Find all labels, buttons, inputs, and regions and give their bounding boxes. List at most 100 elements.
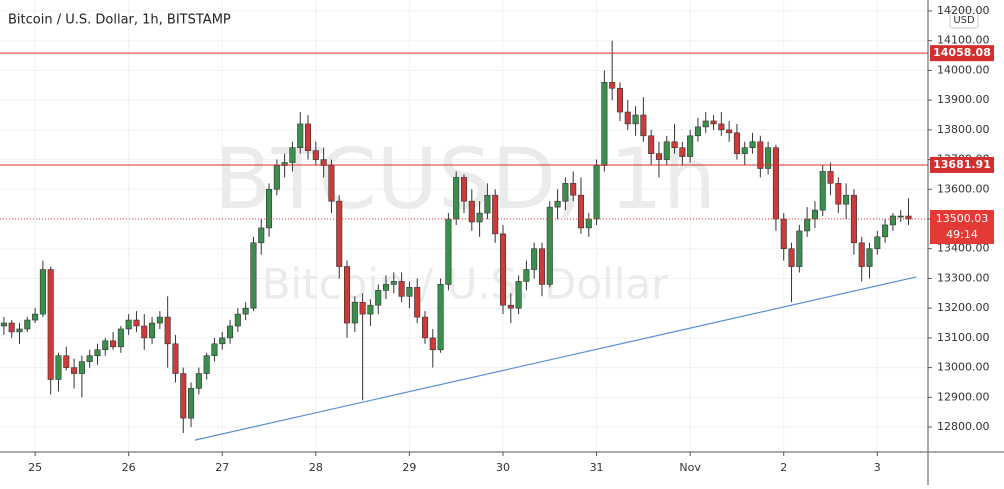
candle-body	[172, 343, 179, 374]
candle-body	[663, 141, 670, 160]
x-tick-label: Nov	[679, 461, 701, 474]
candle-body	[258, 227, 265, 244]
candle-body	[609, 82, 616, 89]
candle-body	[538, 248, 546, 285]
countdown: 49:14	[946, 228, 978, 241]
candle-body	[554, 200, 561, 208]
candle-body	[320, 159, 327, 166]
candle-body	[835, 183, 842, 205]
currency-box[interactable]	[949, 9, 979, 29]
y-tick-label: 13900.00	[937, 93, 990, 106]
y-tick-label: 13800.00	[937, 123, 990, 136]
candle-body	[398, 281, 405, 297]
y-tick-label: 12800.00	[937, 420, 990, 433]
candle-body	[219, 337, 226, 345]
candle-body	[273, 165, 280, 190]
candle-body	[305, 123, 312, 151]
candle-body	[796, 230, 803, 267]
candle-body	[375, 290, 382, 306]
candle-body	[421, 316, 429, 339]
candle-body	[86, 355, 93, 362]
candle-body	[429, 337, 436, 351]
candle-body	[811, 209, 818, 220]
candle-body	[858, 242, 865, 267]
candle-body	[671, 141, 678, 148]
candle-body	[437, 284, 444, 351]
candle-body	[328, 165, 335, 202]
y-tick-label: 13200.00	[937, 301, 990, 314]
candle-body	[616, 87, 623, 113]
candle-body	[289, 147, 296, 163]
candle-body	[336, 200, 343, 267]
candle-body	[71, 367, 78, 374]
candle-body	[492, 194, 499, 235]
candle-body	[531, 248, 538, 270]
y-tick-label: 13300.00	[937, 271, 990, 284]
candle-body	[655, 153, 662, 160]
candle-body	[0, 322, 7, 327]
candle-body	[188, 388, 195, 419]
candle-body	[460, 177, 468, 202]
y-tick-label: 14200.00	[937, 4, 990, 17]
candle-body	[515, 281, 522, 309]
candle-body	[297, 123, 304, 148]
x-tick-label: 2	[780, 461, 787, 474]
y-tick-label: 13400.00	[937, 242, 990, 255]
candle-body	[523, 269, 530, 282]
candle-body	[624, 111, 631, 125]
candle-body	[24, 319, 31, 330]
candle-body	[453, 177, 460, 220]
candle-body	[390, 281, 397, 285]
candle-body	[359, 301, 366, 315]
candle-body	[94, 349, 101, 357]
candle-body	[577, 194, 585, 229]
candle-body	[585, 218, 592, 229]
candle-body	[55, 355, 62, 380]
candle-body	[242, 307, 249, 315]
candle-body	[133, 319, 140, 327]
candle-body	[234, 313, 241, 327]
y-tick-label: 12900.00	[937, 390, 990, 403]
x-tick-label: 26	[122, 461, 136, 474]
x-tick-label: 3	[874, 461, 881, 474]
candle-body	[8, 322, 15, 333]
y-tick-label: 13100.00	[937, 331, 990, 344]
candle-body	[227, 325, 234, 339]
candle-body	[149, 322, 156, 339]
candle-body	[16, 328, 23, 333]
trendline	[194, 276, 917, 441]
candle-body	[484, 194, 491, 214]
candle-body	[827, 171, 834, 184]
candle-body	[718, 123, 725, 131]
candle-body	[203, 355, 210, 374]
y-tick-label: 14100.00	[937, 34, 990, 47]
y-tick-label: 13600.00	[937, 182, 990, 195]
last-price-box	[930, 210, 994, 245]
candle-body	[211, 343, 218, 357]
candle-body	[281, 162, 288, 166]
candle-body	[819, 171, 826, 211]
candle-body	[882, 224, 889, 238]
candle-body	[468, 200, 475, 223]
y-tick-label: 14000.00	[937, 63, 990, 76]
candle-body	[312, 150, 319, 160]
candle-body	[710, 120, 717, 125]
candle-body	[102, 340, 109, 351]
candle-body	[195, 373, 202, 389]
price-level-box	[930, 45, 994, 62]
candle-body	[726, 129, 733, 134]
candle-body	[772, 147, 779, 220]
price-level-label: 14058.08	[933, 46, 991, 59]
candle-body	[601, 82, 608, 166]
candle-body	[180, 373, 187, 419]
candle-body	[125, 319, 132, 330]
candle-body	[788, 248, 795, 267]
x-tick-label: 27	[215, 461, 229, 474]
y-tick-label: 13000.00	[937, 361, 990, 374]
candle-body	[406, 287, 413, 297]
candle-body	[507, 304, 514, 309]
candle-body	[632, 114, 639, 125]
candle-body	[562, 183, 569, 202]
candle-body	[250, 242, 257, 309]
